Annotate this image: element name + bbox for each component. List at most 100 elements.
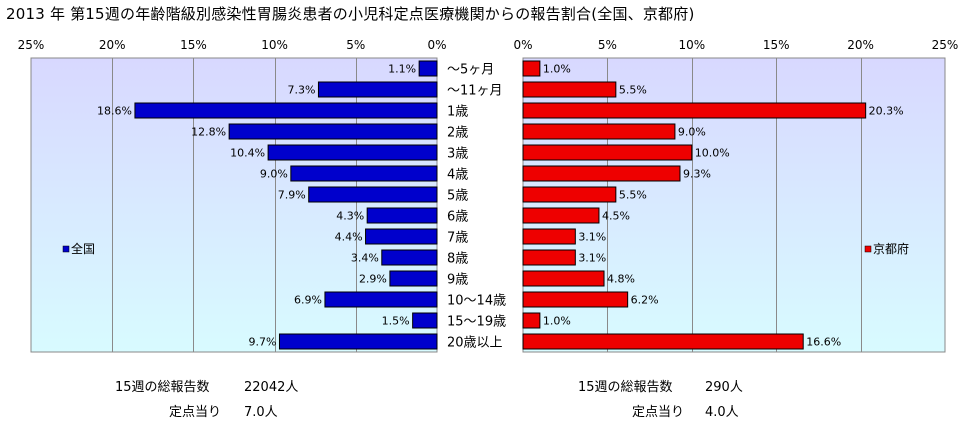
national-data-label: 1.1% (388, 63, 416, 76)
kyoto-bar (522, 291, 629, 308)
kyoto-tick-label: 10% (678, 38, 705, 52)
kyoto-data-label: 4.5% (602, 210, 630, 223)
kyoto-bar (522, 165, 681, 182)
kyoto-tick-label: 25% (932, 38, 959, 52)
national-bar (324, 291, 438, 308)
national-data-label: 4.4% (335, 231, 363, 244)
kyoto-tick-label: 0% (513, 38, 532, 52)
national-legend-swatch (62, 245, 70, 253)
category-label: 20歳以上 (447, 336, 503, 351)
kyoto-data-label: 9.3% (683, 168, 711, 181)
category-label: 4歳 (447, 168, 468, 183)
kyoto-data-label: 4.8% (607, 273, 635, 286)
national-tick-label: 5% (346, 38, 365, 52)
category-label: 3歳 (447, 147, 468, 162)
national-data-label: 3.4% (351, 252, 379, 265)
kyoto-bar (522, 228, 576, 245)
national-bar (308, 186, 438, 203)
national-bar (418, 60, 438, 77)
national-per-label: 定点当り (169, 405, 222, 420)
chart-title: 2013 年 第15週の年齢階級別感染性胃腸炎患者の小児科定点医療機関からの報告… (6, 5, 695, 23)
kyoto-data-label: 5.5% (619, 84, 647, 97)
national-data-label: 2.9% (359, 273, 387, 286)
kyoto-bar (522, 102, 867, 119)
category-label: ～11ヶ月 (447, 84, 503, 99)
national-bar (365, 228, 438, 245)
national-per-value: 7.0人 (244, 405, 278, 420)
national-data-label: 9.7% (249, 336, 277, 349)
national-panel: 0% 5% 10% 15% 20% 25% 1.1% 7.3% 18.6% 12.8% 10.4% 9… (18, 38, 447, 353)
kyoto-tick-label: 5% (598, 38, 617, 52)
category-label: 6歳 (447, 210, 468, 225)
category-label: 10～14歳 (447, 294, 506, 309)
kyoto-bar (522, 312, 541, 329)
national-data-label: 1.5% (382, 315, 410, 328)
kyoto-bar (522, 249, 576, 266)
kyoto-data-label: 5.5% (619, 189, 647, 202)
category-label: 7歳 (447, 231, 468, 246)
category-labels: ～5ヶ月 ～11ヶ月 1歳 2歳 3歳 4歳 5歳 6歳 7歳 8歳 9歳 10～14歳 15～19歳 2… (447, 63, 506, 351)
national-bar (134, 102, 438, 119)
kyoto-tick-label: 15% (763, 38, 790, 52)
kyoto-bar (522, 81, 617, 98)
national-data-label: 18.6% (97, 105, 132, 118)
category-label: 9歳 (447, 273, 468, 288)
kyoto-data-label: 20.3% (869, 105, 904, 118)
national-tick-label: 15% (180, 38, 207, 52)
national-data-label: 4.3% (336, 210, 364, 223)
kyoto-bar (522, 270, 605, 287)
national-legend-label: 全国 (71, 241, 95, 256)
kyoto-data-label: 9.0% (678, 126, 706, 139)
national-data-label: 7.3% (287, 84, 315, 97)
kyoto-data-label: 10.0% (695, 147, 730, 160)
kyoto-per-label: 定点当り (632, 405, 685, 420)
national-data-label: 7.9% (278, 189, 306, 202)
kyoto-data-label: 6.2% (631, 294, 659, 307)
category-label: 2歳 (447, 126, 468, 141)
national-tick-label: 0% (427, 38, 446, 52)
category-label: 15～19歳 (447, 315, 506, 330)
kyoto-bar (522, 144, 693, 161)
kyoto-bar (522, 186, 617, 203)
kyoto-per-value: 4.0人 (705, 405, 739, 420)
national-bar (290, 165, 438, 182)
national-data-label: 9.0% (260, 168, 288, 181)
kyoto-data-label: 3.1% (578, 252, 606, 265)
kyoto-legend-label: 京都府 (873, 241, 909, 256)
kyoto-data-label: 3.1% (578, 231, 606, 244)
national-tick-label: 25% (18, 38, 45, 52)
national-bar (267, 144, 438, 161)
national-bar (381, 249, 438, 266)
category-label: 8歳 (447, 252, 468, 267)
kyoto-bar (522, 60, 541, 77)
national-bar (278, 333, 438, 350)
kyoto-total-value: 290人 (705, 380, 743, 395)
kyoto-tick-label: 20% (847, 38, 874, 52)
national-bar (228, 123, 438, 140)
national-data-label: 12.8% (191, 126, 226, 139)
national-bar (366, 207, 438, 224)
national-total-value: 22042人 (244, 380, 299, 395)
kyoto-legend-swatch (864, 245, 872, 253)
category-label: ～5ヶ月 (447, 63, 494, 78)
national-tick-label: 20% (99, 38, 126, 52)
national-tick-label: 10% (261, 38, 288, 52)
kyoto-total-label: 15週の総報告数 (578, 380, 673, 395)
national-plot-area (30, 57, 438, 353)
category-label: 1歳 (447, 105, 468, 120)
kyoto-bar (522, 207, 600, 224)
kyoto-panel: 0% 5% 10% 15% 20% 25% 1.0% 5.5% 20.3% 9.0% 10.0% 9.… (513, 38, 959, 353)
kyoto-plot-area (522, 57, 946, 353)
national-total-label: 15週の総報告数 (115, 380, 210, 395)
kyoto-data-label: 1.0% (543, 63, 571, 76)
national-data-label: 10.4% (230, 147, 265, 160)
national-bar (389, 270, 438, 287)
kyoto-bar (522, 123, 676, 140)
kyoto-data-label: 1.0% (543, 315, 571, 328)
category-label: 5歳 (447, 189, 468, 204)
national-bar (317, 81, 438, 98)
kyoto-data-label: 16.6% (806, 336, 841, 349)
national-bar (412, 312, 438, 329)
kyoto-bar (522, 333, 804, 350)
